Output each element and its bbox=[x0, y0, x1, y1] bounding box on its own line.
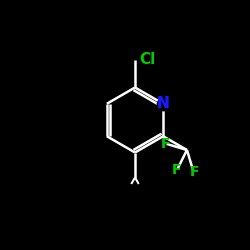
Text: N: N bbox=[157, 96, 170, 111]
Text: F: F bbox=[160, 137, 170, 151]
Text: Cl: Cl bbox=[140, 52, 156, 68]
Text: F: F bbox=[190, 164, 199, 178]
Text: N: N bbox=[157, 96, 170, 111]
Text: F: F bbox=[172, 163, 181, 177]
